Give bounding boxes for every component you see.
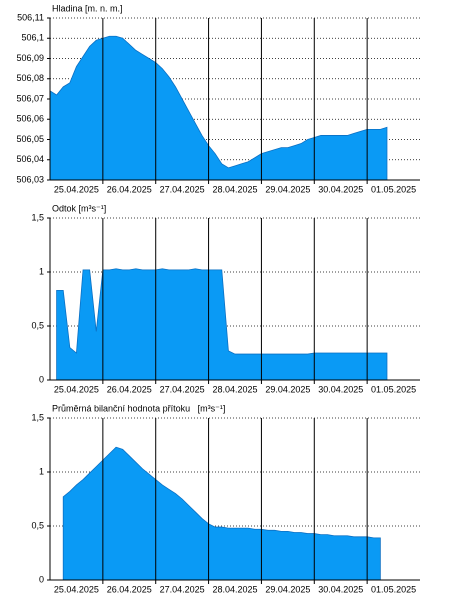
y-tick-label: 0,5 — [31, 520, 44, 530]
x-tick-label: 01.05.2025 — [371, 384, 416, 394]
x-tick-label: 28.04.2025 — [212, 584, 257, 594]
x-tick-label: 28.04.2025 — [212, 184, 257, 194]
x-tick-label: 28.04.2025 — [212, 384, 257, 394]
x-tick-label: 29.04.2025 — [265, 184, 310, 194]
y-tick-label: 1 — [39, 266, 44, 276]
x-tick-label: 01.05.2025 — [371, 584, 416, 594]
x-tick-label: 25.04.2025 — [54, 184, 99, 194]
x-tick-label: 30.04.2025 — [318, 584, 363, 594]
y-tick-label: 506,05 — [16, 134, 44, 144]
y-tick-label: 1 — [39, 466, 44, 476]
x-tick-label: 27.04.2025 — [160, 584, 205, 594]
x-tick-label: 25.04.2025 — [54, 384, 99, 394]
y-tick-label: 1,5 — [31, 412, 44, 422]
area — [56, 268, 388, 381]
chart-title: Hladina [m. n. m.] — [52, 3, 123, 13]
x-tick-label: 01.05.2025 — [371, 184, 416, 194]
y-tick-label: 1,5 — [31, 212, 44, 222]
y-tick-label: 506,03 — [16, 174, 44, 184]
area — [62, 446, 381, 581]
y-tick-label: 0,5 — [31, 320, 44, 330]
chart-title: Odtok [m³s⁻¹] — [52, 203, 106, 213]
y-tick-label: 506,09 — [16, 53, 44, 63]
x-tick-label: 30.04.2025 — [318, 384, 363, 394]
x-tick-label: 30.04.2025 — [318, 184, 363, 194]
x-tick-label: 29.04.2025 — [265, 384, 310, 394]
x-tick-label: 29.04.2025 — [265, 584, 310, 594]
x-tick-label: 26.04.2025 — [107, 584, 152, 594]
y-tick-label: 0 — [39, 374, 44, 384]
x-tick-label: 25.04.2025 — [54, 584, 99, 594]
y-tick-label: 506,08 — [16, 73, 44, 83]
y-tick-label: 506,07 — [16, 93, 44, 103]
area — [49, 35, 388, 181]
y-tick-label: 506,1 — [21, 33, 44, 43]
x-tick-label: 27.04.2025 — [160, 384, 205, 394]
x-tick-label: 26.04.2025 — [107, 384, 152, 394]
y-tick-label: 506,11 — [17, 12, 44, 22]
y-tick-label: 506,06 — [16, 114, 44, 124]
chart-title: Průměrná bilanční hodnota přítoku [m³s⁻¹… — [52, 403, 225, 413]
x-tick-label: 27.04.2025 — [160, 184, 205, 194]
y-tick-label: 506,04 — [16, 154, 44, 164]
x-tick-label: 26.04.2025 — [107, 184, 152, 194]
y-tick-label: 0 — [39, 574, 44, 584]
